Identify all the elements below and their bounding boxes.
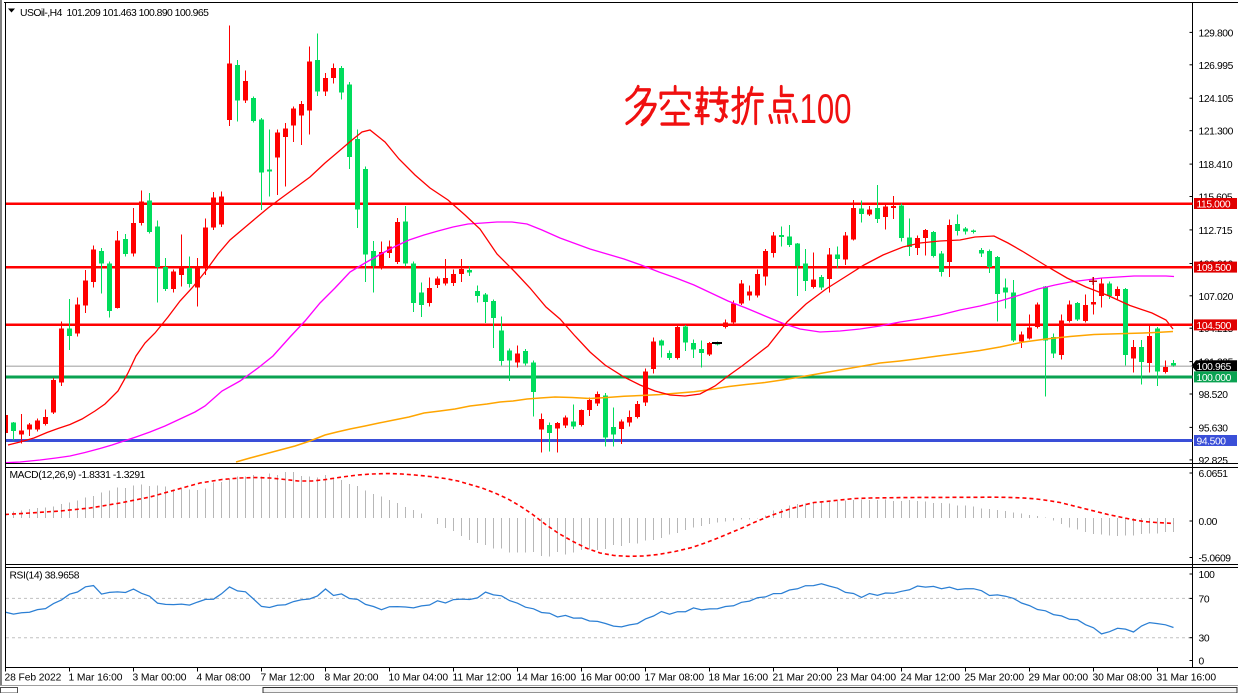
svg-text:25 Mar 20:00: 25 Mar 20:00 [965, 673, 1025, 684]
svg-text:USOil-,H4 101.209 101.463 100: USOil-,H4 101.209 101.463 100.890 100.96… [20, 8, 209, 19]
svg-text:104.500: 104.500 [1197, 321, 1232, 332]
svg-text:29 Mar 00:00: 29 Mar 00:00 [1029, 673, 1089, 684]
svg-text:23 Mar 04:00: 23 Mar 04:00 [837, 673, 897, 684]
svg-text:0.00: 0.00 [1199, 517, 1218, 528]
svg-text:RSI(14) 38.9658: RSI(14) 38.9658 [10, 571, 80, 582]
svg-text:16 Mar 00:00: 16 Mar 00:00 [581, 673, 641, 684]
svg-text:118.410: 118.410 [1199, 160, 1233, 171]
svg-text:112.715: 112.715 [1199, 226, 1233, 237]
svg-text:24 Mar 12:00: 24 Mar 12:00 [901, 673, 961, 684]
svg-text:-5.0609: -5.0609 [1199, 554, 1232, 565]
svg-text:21 Mar 20:00: 21 Mar 20:00 [773, 673, 833, 684]
svg-text:30 Mar 08:00: 30 Mar 08:00 [1093, 673, 1153, 684]
svg-text:14 Mar 16:00: 14 Mar 16:00 [517, 673, 577, 684]
svg-text:92.825: 92.825 [1199, 456, 1229, 467]
svg-text:98.520: 98.520 [1199, 390, 1229, 401]
svg-text:18 Mar 16:00: 18 Mar 16:00 [709, 673, 769, 684]
svg-text:121.300: 121.300 [1199, 127, 1234, 138]
svg-text:11 Mar 12:00: 11 Mar 12:00 [453, 673, 512, 684]
svg-text:95.630: 95.630 [1199, 423, 1229, 434]
svg-text:100.000: 100.000 [1197, 373, 1232, 384]
svg-text:124.105: 124.105 [1199, 94, 1234, 105]
svg-text:3 Mar 00:00: 3 Mar 00:00 [133, 673, 187, 684]
svg-text:115.000: 115.000 [1197, 200, 1231, 211]
svg-text:MACD(12,26,9) -1.8331 -1.3291: MACD(12,26,9) -1.8331 -1.3291 [10, 470, 146, 481]
svg-text:10 Mar 04:00: 10 Mar 04:00 [389, 673, 449, 684]
svg-text:0: 0 [1199, 657, 1205, 668]
svg-text:28 Feb 2022: 28 Feb 2022 [5, 673, 62, 684]
svg-text:17 Mar 08:00: 17 Mar 08:00 [645, 673, 705, 684]
svg-text:107.020: 107.020 [1199, 292, 1234, 303]
svg-text:129.800: 129.800 [1199, 28, 1234, 39]
svg-text:109.500: 109.500 [1197, 263, 1232, 274]
svg-text:4 Mar 08:00: 4 Mar 08:00 [197, 673, 251, 684]
svg-text:70: 70 [1199, 594, 1210, 605]
svg-text:100: 100 [1199, 570, 1216, 581]
svg-text:100: 100 [800, 85, 852, 132]
svg-text:126.995: 126.995 [1199, 61, 1234, 72]
svg-text:1 Mar 16:00: 1 Mar 16:00 [69, 673, 123, 684]
svg-text:30: 30 [1199, 634, 1210, 645]
svg-text:94.500: 94.500 [1197, 437, 1227, 448]
svg-text:7 Mar 12:00: 7 Mar 12:00 [261, 673, 315, 684]
svg-text:6.0651: 6.0651 [1199, 469, 1229, 480]
svg-text:100.965: 100.965 [1197, 362, 1232, 373]
svg-text:8 Mar 20:00: 8 Mar 20:00 [325, 673, 379, 684]
svg-text:31 Mar 16:00: 31 Mar 16:00 [1157, 673, 1217, 684]
